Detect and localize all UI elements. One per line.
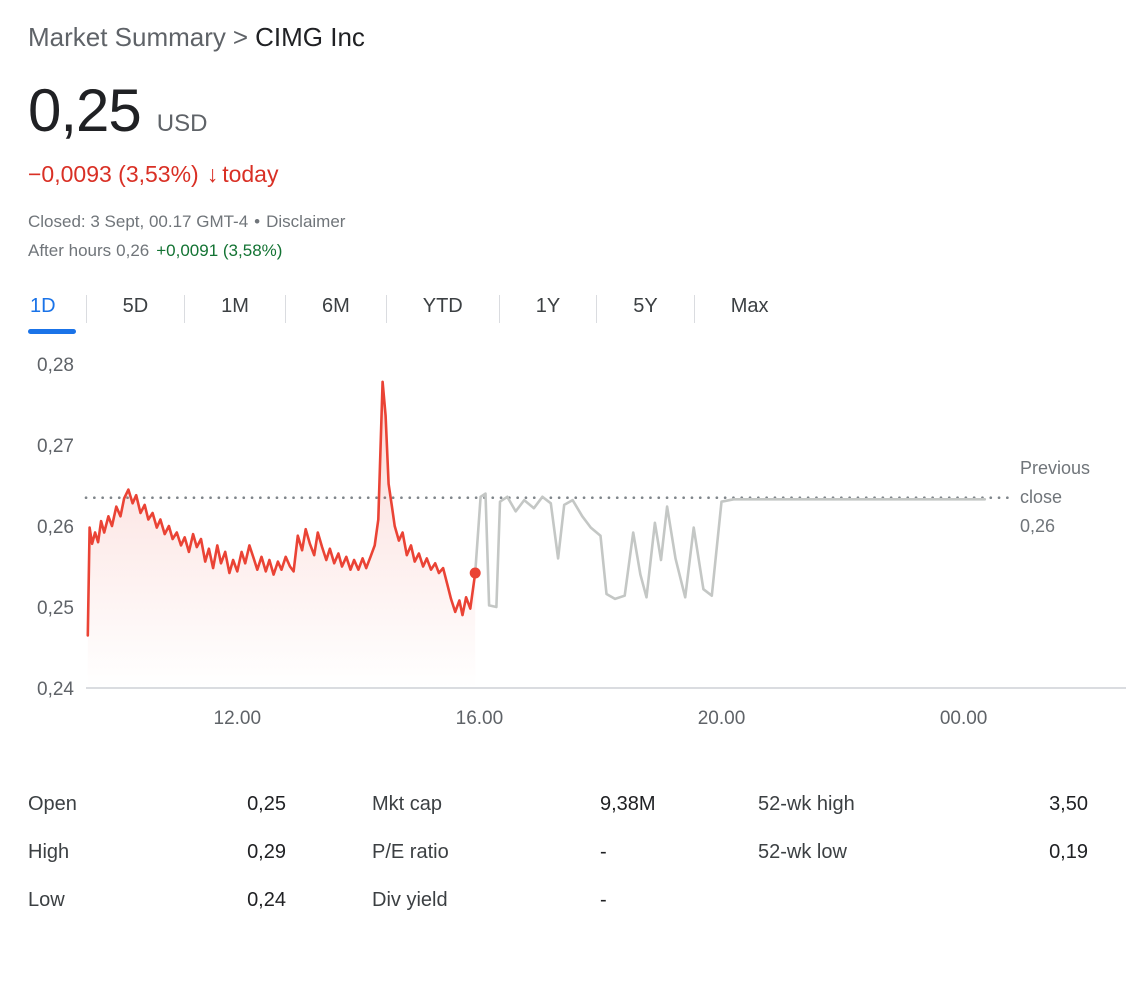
stat-value-open: 0,25	[247, 792, 286, 815]
price-chart: 0,28 0,27 0,26 0,25 0,24 12.00 16.00 20.00 00.00…	[28, 348, 1130, 742]
change-value: −0,0093 (3,53%)	[28, 161, 199, 188]
stats-column-2: Mkt cap 9,38M P/E ratio - Div yield -	[372, 780, 672, 924]
chart-svg[interactable]: 0,28 0,27 0,26 0,25 0,24 12.00 16.00 20.00 00.00	[28, 348, 1130, 742]
stat-value-low: 0,24	[247, 888, 286, 911]
stat-row-pe-ratio: P/E ratio -	[372, 828, 672, 876]
stat-value-52wk-high: 3,50	[1049, 792, 1088, 815]
tab-max[interactable]: Max	[695, 293, 805, 334]
stat-value-div-yield: -	[600, 888, 607, 911]
stat-row-high: High 0,29	[28, 828, 286, 876]
after-hours-row: After hours 0,26 +0,0091 (3,58%)	[28, 241, 1130, 261]
stat-row-52wk-high: 52-wk high 3,50	[758, 780, 1088, 828]
last-price-dot	[469, 567, 481, 579]
breadcrumb-company: CIMG Inc	[255, 22, 365, 52]
stat-value-mkt-cap: 9,38M	[600, 792, 656, 815]
range-tabs: 1D 5D 1M 6M YTD 1Y 5Y Max	[28, 293, 1130, 335]
tab-1m[interactable]: 1M	[185, 293, 285, 334]
market-status-text: Closed: 3 Sept, 00.17 GMT-4	[28, 212, 249, 232]
tab-6m[interactable]: 6M	[286, 293, 386, 334]
after-hours-price: 0,26	[116, 241, 150, 261]
previous-close-line-2: close	[1020, 487, 1063, 508]
stats-column-1: Open 0,25 High 0,29 Low 0,24	[28, 780, 286, 924]
series-fill-market-hours	[87, 381, 476, 689]
stat-label-pe-ratio: P/E ratio	[372, 840, 449, 863]
current-price: 0,25	[28, 77, 142, 145]
stat-row-open: Open 0,25	[28, 780, 286, 828]
stat-row-52wk-low: 52-wk low 0,19	[758, 828, 1088, 876]
breadcrumb: Market Summary > CIMG Inc	[28, 22, 1130, 53]
tab-separator	[596, 295, 598, 324]
price-change-row: −0,0093 (3,53%) ↓ today	[28, 161, 1130, 188]
stat-label-open: Open	[28, 792, 77, 815]
tab-separator	[385, 295, 387, 324]
y-tick-label: 0,24	[37, 679, 74, 700]
after-hours-change: +0,0091 (3,58%)	[156, 241, 283, 261]
after-hours-label: After hours	[28, 241, 112, 261]
x-tick-label: 12.00	[214, 708, 262, 729]
y-tick-label: 0,26	[37, 517, 74, 538]
x-tick-label: 00.00	[940, 708, 988, 729]
y-tick-label: 0,27	[37, 436, 74, 457]
stat-label-mkt-cap: Mkt cap	[372, 792, 443, 815]
stat-label-52wk-high: 52-wk high	[758, 792, 855, 815]
series-line-market-hours	[86, 380, 477, 637]
tab-separator	[85, 295, 87, 324]
tab-1y-label: 1Y	[535, 295, 561, 318]
tab-1d[interactable]: 1D	[28, 293, 86, 335]
tab-5y[interactable]: 5Y	[597, 293, 693, 334]
bullet-separator: •	[254, 212, 261, 232]
currency-label: USD	[156, 110, 208, 138]
stat-label-52wk-low: 52-wk low	[758, 840, 847, 863]
tab-separator	[184, 295, 186, 324]
tab-separator	[498, 295, 500, 324]
previous-close-value: 0,26	[1020, 516, 1056, 537]
x-tick-label: 16.00	[456, 708, 504, 729]
stat-row-mkt-cap: Mkt cap 9,38M	[372, 780, 672, 828]
tab-1y[interactable]: 1Y	[500, 293, 596, 334]
tab-5y-label: 5Y	[633, 295, 658, 318]
tab-separator	[693, 295, 695, 324]
y-tick-label: 0,28	[37, 355, 74, 376]
stat-row-low: Low 0,24	[28, 876, 286, 924]
stat-value-52wk-low: 0,19	[1049, 840, 1088, 863]
tab-6m-label: 6M	[321, 295, 350, 318]
finance-widget: Market Summary > CIMG Inc 0,25 USD −0,0093…	[28, 22, 1130, 924]
tab-max-label: Max	[730, 295, 769, 318]
stats-column-3: 52-wk high 3,50 52-wk low 0,19	[758, 780, 1088, 924]
disclaimer-link[interactable]: Disclaimer	[266, 212, 346, 232]
tab-5d[interactable]: 5D	[87, 293, 185, 334]
tab-1m-label: 1M	[221, 295, 249, 318]
breadcrumb-separator: >	[232, 22, 249, 52]
breadcrumb-market-summary-link[interactable]: Market Summary	[28, 22, 226, 52]
stat-label-high: High	[28, 840, 70, 863]
stat-label-low: Low	[28, 888, 65, 911]
stat-row-div-yield: Div yield -	[372, 876, 672, 924]
key-stats: Open 0,25 High 0,29 Low 0,24 Mkt cap 9,3…	[28, 780, 1088, 924]
x-tick-label: 20.00	[698, 708, 746, 729]
stat-label-div-yield: Div yield	[372, 888, 448, 911]
series-line-after-hours	[473, 492, 987, 609]
market-status-row: Closed: 3 Sept, 00.17 GMT-4 • Disclaimer	[28, 212, 1130, 232]
tab-5d-label: 5D	[122, 295, 149, 318]
tab-separator	[284, 295, 286, 324]
change-period: today	[222, 161, 279, 188]
tab-ytd[interactable]: YTD	[387, 293, 499, 334]
previous-close-line-1: Previous	[1020, 458, 1091, 479]
y-tick-label: 0,25	[37, 598, 74, 619]
stat-value-pe-ratio: -	[600, 840, 607, 863]
arrow-down-icon: ↓	[206, 161, 219, 188]
tab-ytd-label: YTD	[422, 295, 463, 318]
price-row: 0,25 USD	[28, 81, 1130, 141]
tab-1d-label: 1D	[30, 295, 56, 318]
previous-close-label: Previous close 0,26	[1020, 454, 1130, 541]
stat-value-high: 0,29	[247, 840, 286, 863]
